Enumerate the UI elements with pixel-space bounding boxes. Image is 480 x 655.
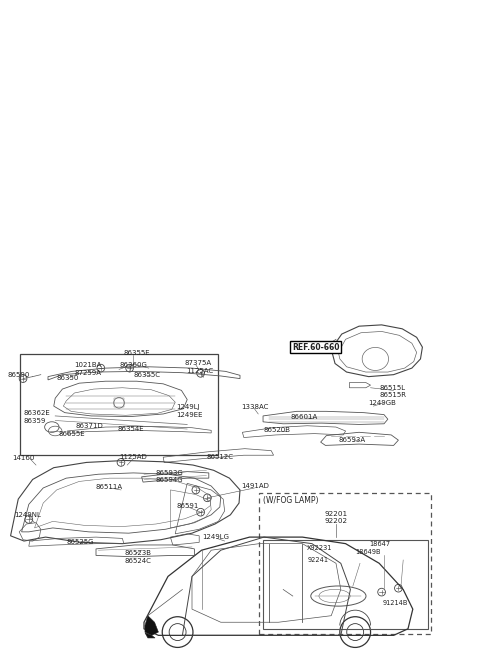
Bar — [263, 540, 428, 629]
Polygon shape — [145, 616, 158, 635]
Text: 18649B: 18649B — [355, 548, 381, 555]
Text: 86360G: 86360G — [119, 362, 147, 369]
Bar — [20, 354, 218, 455]
Text: 1125AD: 1125AD — [119, 454, 147, 460]
Text: 86512C: 86512C — [206, 454, 233, 460]
Text: 86593G: 86593G — [156, 470, 184, 476]
Text: 87259A: 87259A — [74, 370, 101, 377]
Text: 92201: 92201 — [324, 510, 348, 517]
Text: (W/FOG LAMP): (W/FOG LAMP) — [263, 496, 319, 505]
Polygon shape — [145, 633, 155, 638]
Text: 86355C: 86355C — [133, 371, 160, 378]
Text: 86511A: 86511A — [96, 484, 123, 491]
Text: 1021BA: 1021BA — [74, 362, 102, 369]
Text: 1249NL: 1249NL — [14, 512, 41, 518]
Text: 86590: 86590 — [7, 371, 30, 378]
Text: 86359: 86359 — [24, 417, 47, 424]
Text: 86354E: 86354E — [118, 426, 144, 432]
Text: 1249LG: 1249LG — [203, 534, 229, 540]
Text: 1125AC: 1125AC — [186, 367, 214, 374]
Text: 87375A: 87375A — [185, 360, 212, 366]
Text: 86524C: 86524C — [125, 558, 152, 565]
Text: 86515R: 86515R — [379, 392, 406, 398]
Text: 86362E: 86362E — [24, 409, 51, 416]
Text: 14160: 14160 — [12, 455, 35, 462]
Bar — [259, 493, 431, 634]
Text: 86515L: 86515L — [379, 384, 405, 391]
Text: 86520B: 86520B — [264, 426, 291, 433]
Text: 92241: 92241 — [307, 557, 328, 563]
Text: 18647: 18647 — [370, 540, 391, 547]
Text: 86371D: 86371D — [76, 422, 104, 429]
Text: 86593A: 86593A — [338, 437, 366, 443]
Text: 86355E: 86355E — [124, 350, 150, 356]
Text: 86350: 86350 — [57, 375, 79, 381]
Text: 86594G: 86594G — [156, 477, 184, 483]
Text: 86655E: 86655E — [59, 431, 85, 438]
Text: X92231: X92231 — [307, 544, 333, 551]
Text: REF.60-660: REF.60-660 — [292, 343, 339, 352]
Text: 1338AC: 1338AC — [241, 403, 268, 410]
Text: 1249LJ: 1249LJ — [177, 404, 200, 411]
Text: 86601A: 86601A — [290, 413, 318, 420]
Text: 86523B: 86523B — [125, 550, 152, 557]
Text: 86591: 86591 — [177, 502, 199, 509]
Text: 1249EE: 1249EE — [177, 412, 203, 419]
Text: 1249GB: 1249GB — [369, 400, 396, 406]
Text: 86525G: 86525G — [66, 539, 94, 546]
Text: 91214B: 91214B — [383, 599, 408, 606]
Text: 1491AD: 1491AD — [241, 483, 269, 489]
Text: 92202: 92202 — [324, 518, 348, 525]
